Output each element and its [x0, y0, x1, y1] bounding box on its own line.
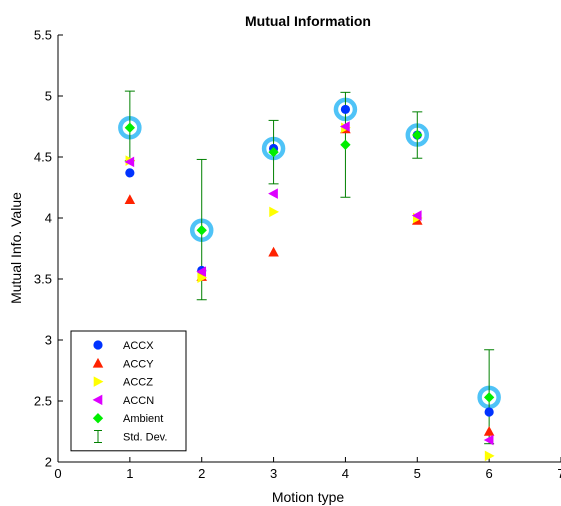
- legend-box: [70, 330, 187, 452]
- legend-label: ACCN: [123, 395, 154, 407]
- legend-label: ACCZ: [123, 377, 153, 389]
- accz-point: [484, 450, 495, 462]
- accn-point: [196, 266, 207, 277]
- y-tick-label: 2: [45, 455, 52, 470]
- legend-marker-accx: [93, 340, 103, 350]
- legend-marker-accz: [93, 376, 104, 387]
- y-tick-label: 5: [45, 89, 52, 104]
- accn-point: [268, 188, 278, 199]
- x-axis-label: Motion type: [272, 489, 345, 505]
- x-tick-label: 2: [198, 466, 205, 481]
- y-tick-label: 2.5: [34, 394, 52, 409]
- x-tick-label: 4: [342, 466, 349, 481]
- accz-point: [197, 272, 208, 284]
- accn-point: [411, 210, 422, 221]
- legend-label: ACCY: [123, 358, 154, 370]
- ambient-point: [196, 225, 207, 236]
- y-tick-label: 5.5: [34, 28, 52, 43]
- legend-label: ACCX: [123, 340, 154, 352]
- accn-point: [483, 434, 494, 446]
- y-axis-label: Mutual Info. Value: [8, 192, 24, 304]
- x-tick-label: 5: [414, 466, 421, 481]
- plot-area: 0 1 2 3 4 5 6 7 2 2.5 3 3.5 4 4.5 5 5.5: [34, 28, 561, 481]
- accy-point: [483, 426, 495, 436]
- y-tick-label: 4.5: [34, 150, 52, 165]
- ambient-point: [483, 392, 495, 403]
- x-tick-label: 7: [557, 466, 561, 481]
- x-tick-label: 0: [54, 466, 61, 481]
- ambient-point: [124, 122, 136, 133]
- y-tick-label: 4: [45, 211, 52, 226]
- ambient-point: [340, 139, 351, 150]
- chart-title: Mutual Information: [245, 13, 371, 29]
- legend-marker-accy: [92, 357, 104, 368]
- accx-point: [484, 407, 494, 417]
- legend-label: Ambient: [123, 413, 163, 425]
- accx-point: [125, 168, 135, 178]
- x-tick-label: 6: [486, 466, 493, 481]
- accn-point: [339, 121, 350, 132]
- legend-marker-ambient: [92, 413, 104, 424]
- x-tick-label: 1: [126, 466, 133, 481]
- accn-point: [124, 156, 135, 168]
- y-tick-label: 3: [45, 333, 52, 348]
- ambient-point: [268, 146, 279, 158]
- ambient-point: [412, 129, 423, 141]
- accx-point: [340, 104, 351, 115]
- y-tick-label: 3.5: [34, 272, 52, 287]
- legend-marker-accn: [92, 394, 103, 406]
- x-tick-label: 3: [270, 466, 277, 481]
- accy-point: [124, 194, 136, 205]
- legend: ACCX ACCY ACCZ ACCN Ambient Std. Dev.: [70, 330, 187, 452]
- legend-label: Std. Dev.: [123, 432, 167, 444]
- accz-point: [269, 206, 280, 218]
- accy-point: [268, 246, 279, 257]
